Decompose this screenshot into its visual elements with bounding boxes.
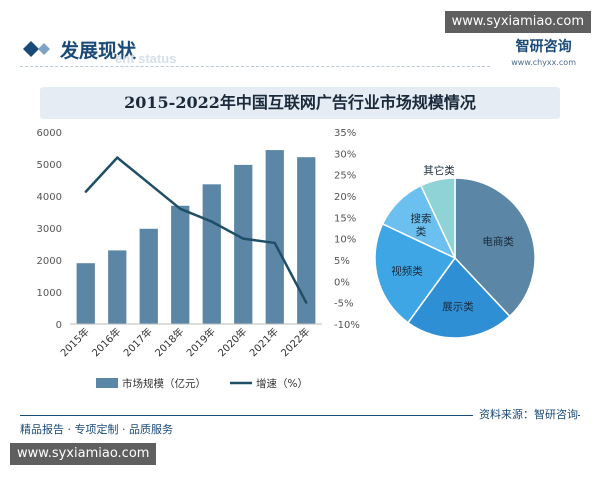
- pie-slice: [454, 177, 536, 318]
- y2-tick-label: 5%: [334, 256, 350, 267]
- y-tick-label: 0: [56, 320, 62, 331]
- watermark-url-top: www.syxiamiao.com: [444, 11, 591, 33]
- pie-label: 类: [416, 225, 427, 238]
- x-tick-label: 2018年: [152, 325, 186, 359]
- header-divider: [20, 66, 490, 67]
- y-tick-label: 6000: [37, 128, 62, 139]
- pie-label: 电商类: [482, 235, 514, 248]
- bar: [171, 205, 190, 324]
- x-tick-label: 2020年: [215, 325, 249, 359]
- y2-tick-label: 25%: [334, 171, 356, 182]
- x-tick-label: 2022年: [278, 325, 312, 359]
- y-tick-label: 1000: [37, 288, 62, 299]
- brand-url: www.chyxx.com: [511, 58, 576, 67]
- brand-name: 智研咨询: [515, 39, 572, 55]
- footer-divider: [20, 415, 580, 416]
- legend-line-label: 增速（%）: [256, 377, 308, 390]
- chart-title: 2015-2022年中国互联网广告行业市场规模情况: [40, 87, 560, 119]
- section-subtitle: ent status: [115, 51, 177, 66]
- y2-tick-label: 20%: [334, 192, 356, 203]
- y-tick-label: 4000: [37, 192, 62, 203]
- line-point: [147, 182, 150, 185]
- x-tick-label: 2016年: [89, 325, 123, 359]
- bar: [76, 263, 95, 324]
- y2-tick-label: -10%: [334, 320, 360, 331]
- y2-tick-label: 15%: [334, 213, 356, 224]
- line-point: [179, 207, 182, 210]
- x-tick-label: 2015年: [58, 325, 92, 359]
- bar: [297, 157, 316, 324]
- pie-label: 其它类: [423, 164, 455, 177]
- y2-tick-label: 30%: [334, 149, 356, 160]
- watermark-url-bottom: www.syxiamiao.com: [10, 443, 157, 465]
- section-title: 发展现状: [60, 40, 137, 62]
- brand-logo: 智研咨询 www.chyxx.com: [511, 36, 576, 67]
- pie-slice: [406, 256, 511, 339]
- x-tick-label: 2019年: [184, 325, 218, 359]
- pie-label: 搜索: [411, 212, 432, 225]
- y-tick-label: 5000: [37, 160, 62, 171]
- line-point: [116, 156, 119, 159]
- y-tick-label: 2000: [37, 256, 62, 267]
- y2-tick-label: 35%: [334, 128, 356, 139]
- x-tick-label: 2021年: [247, 325, 281, 359]
- diamond-icon: [23, 41, 50, 57]
- line-point: [305, 301, 308, 304]
- legend-bar-swatch: [96, 378, 118, 388]
- pie-label: 展示类: [442, 300, 474, 313]
- line-point: [273, 241, 276, 245]
- x-tick-label: 2017年: [121, 325, 155, 359]
- line-point: [210, 220, 213, 223]
- y2-tick-label: 10%: [334, 235, 356, 246]
- line-point: [242, 237, 245, 240]
- bar: [234, 164, 253, 324]
- pie-label: 视频类: [391, 264, 423, 277]
- growth-line: [84, 156, 308, 304]
- footer-tagline: 精品报告 · 专项定制 · 品质服务: [20, 423, 173, 436]
- bar: [108, 250, 127, 324]
- bar: [139, 228, 158, 324]
- bar: [202, 184, 221, 324]
- y2-tick-label: 0%: [334, 277, 350, 288]
- y-tick-label: 3000: [37, 224, 62, 235]
- y2-tick-label: -5%: [334, 299, 353, 310]
- legend-bar-label: 市场规模（亿元）: [122, 377, 206, 390]
- line-point: [84, 190, 87, 193]
- pie-slice: [419, 177, 456, 259]
- footer-source: 资料来源：智研咨询: [473, 406, 578, 422]
- bar: [265, 150, 284, 324]
